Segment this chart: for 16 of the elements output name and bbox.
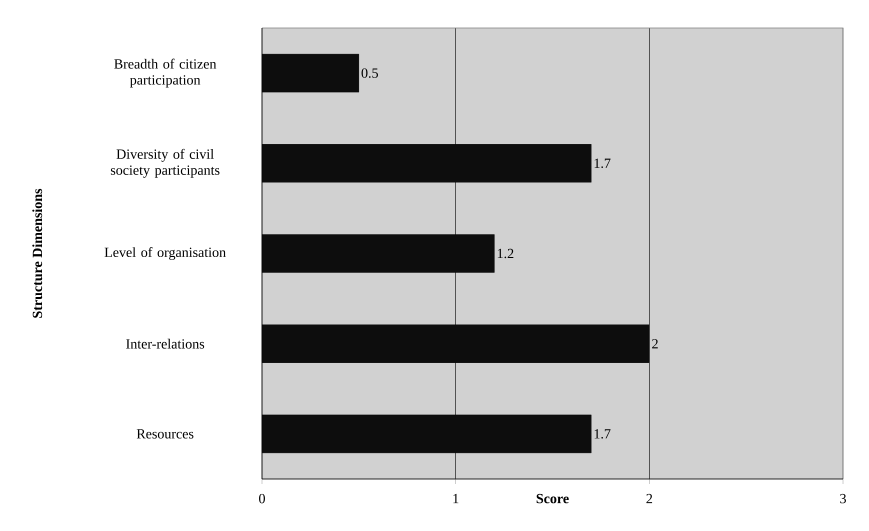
data-label: 2 <box>652 339 658 348</box>
y-axis-title: Structure Dimensions <box>32 188 42 318</box>
x-tick-label: 1 <box>453 494 458 504</box>
data-label: 1.7 <box>594 158 611 168</box>
y-tick-label: Level of organisation <box>104 247 226 260</box>
x-axis-title: Score <box>536 494 569 504</box>
y-tick-label: Breadth of citizen participation <box>114 58 216 88</box>
data-label: 1.7 <box>594 429 611 439</box>
data-label: 0.5 <box>362 68 378 78</box>
x-tick-label: 0 <box>259 494 265 504</box>
x-tick-label: 2 <box>646 494 652 504</box>
data-label: 1.2 <box>498 248 514 258</box>
y-tick-label: Diversity of civil society participants <box>110 148 220 178</box>
y-tick-label: Inter-relations <box>126 338 204 349</box>
y-tick-label: Resources <box>136 429 194 439</box>
x-tick-label: 3 <box>840 494 846 504</box>
